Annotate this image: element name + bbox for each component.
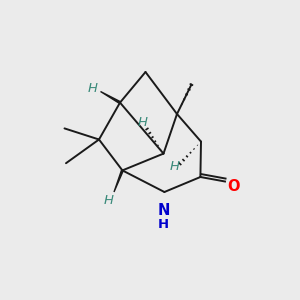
Text: O: O bbox=[227, 179, 240, 194]
Polygon shape bbox=[100, 92, 121, 104]
Text: H: H bbox=[158, 218, 169, 231]
Text: H: H bbox=[170, 160, 180, 173]
Polygon shape bbox=[114, 170, 123, 192]
Text: H: H bbox=[88, 82, 98, 95]
Text: N: N bbox=[157, 203, 170, 218]
Text: H: H bbox=[137, 116, 148, 130]
Text: H: H bbox=[104, 194, 114, 207]
